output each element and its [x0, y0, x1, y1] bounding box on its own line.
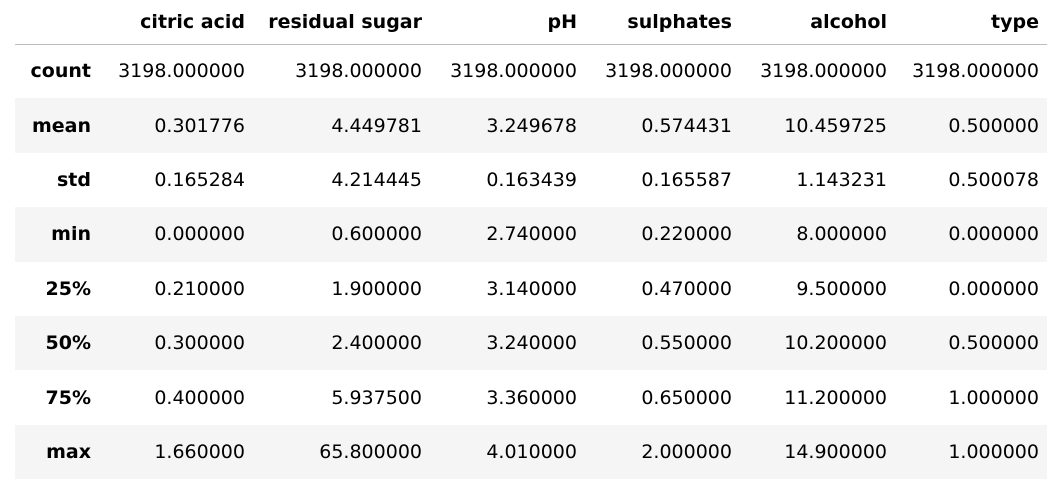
cell-citric-acid: 0.300000	[154, 332, 245, 355]
cell-type: 1.000000	[948, 386, 1039, 409]
cell-alcohol: 14.900000	[784, 440, 887, 463]
cell-citric-acid: 1.660000	[154, 440, 245, 463]
row-index-label: mean	[31, 114, 91, 137]
row-index-label: max	[46, 440, 91, 463]
cell-residual-sugar: 1.900000	[331, 277, 422, 300]
cell-ph: 2.740000	[486, 223, 577, 246]
cell-type: 0.500000	[948, 114, 1039, 137]
cell-residual-sugar: 4.449781	[331, 114, 422, 137]
row-index-label: count	[30, 60, 91, 83]
cell-ph: 3198.000000	[450, 60, 577, 83]
header-row: citric acid residual sugar pH sulphates …	[15, 0, 1047, 45]
cell-citric-acid: 0.000000	[154, 223, 245, 246]
cell-sulphates: 0.470000	[641, 277, 732, 300]
cell-residual-sugar: 2.400000	[331, 332, 422, 355]
column-header-residual-sugar: residual sugar	[253, 0, 430, 45]
cell-residual-sugar: 4.214445	[331, 168, 422, 191]
cell-citric-acid: 0.301776	[154, 114, 245, 137]
cell-alcohol: 3198.000000	[760, 60, 887, 83]
table-header: citric acid residual sugar pH sulphates …	[15, 0, 1047, 45]
cell-sulphates: 2.000000	[641, 440, 732, 463]
column-header-alcohol: alcohol	[740, 0, 895, 45]
cell-residual-sugar: 3198.000000	[295, 60, 422, 83]
cell-type: 0.500078	[948, 168, 1039, 191]
cell-ph: 3.140000	[486, 277, 577, 300]
cell-alcohol: 1.143231	[796, 168, 887, 191]
row-index-label: 50%	[45, 332, 91, 355]
column-header-citric-acid: citric acid	[105, 0, 253, 45]
dataframe-output: citric acid residual sugar pH sulphates …	[15, 0, 1047, 480]
row-index-label: std	[57, 168, 91, 191]
table-row: std 0.165284 4.214445 0.163439 0.165587 1.143…	[15, 152, 1047, 208]
cell-ph: 3.360000	[486, 386, 577, 409]
cell-sulphates: 0.574431	[641, 114, 732, 137]
table-row: min 0.000000 0.600000 2.740000 0.220000 8.000…	[15, 207, 1047, 262]
table-body: count 3198.000000 3198.000000 3198.000000 31…	[15, 44, 1047, 480]
cell-sulphates: 0.650000	[641, 386, 732, 409]
cell-ph: 3.240000	[486, 332, 577, 355]
table-row: mean 0.301776 4.449781 3.249678 0.574431 10.4…	[15, 98, 1047, 153]
cell-citric-acid: 0.400000	[154, 386, 245, 409]
table-row: count 3198.000000 3198.000000 3198.000000 31…	[15, 44, 1047, 99]
row-index-label: min	[51, 223, 91, 246]
cell-citric-acid: 3198.000000	[118, 60, 245, 83]
row-index-label: 75%	[45, 386, 91, 409]
column-header-sulphates: sulphates	[585, 0, 740, 45]
cell-residual-sugar: 0.600000	[331, 223, 422, 246]
cell-sulphates: 3198.000000	[605, 60, 732, 83]
cell-sulphates: 0.220000	[641, 223, 732, 246]
table-row: 75% 0.400000 5.937500 3.360000 0.650000 11.20…	[15, 370, 1047, 425]
cell-ph: 0.163439	[486, 168, 577, 191]
cell-type: 0.500000	[948, 332, 1039, 355]
describe-table: citric acid residual sugar pH sulphates …	[15, 0, 1047, 480]
cell-ph: 3.249678	[486, 114, 577, 137]
index-header	[15, 0, 105, 45]
cell-type: 0.000000	[948, 277, 1039, 300]
cell-alcohol: 10.459725	[784, 114, 887, 137]
cell-type: 0.000000	[948, 223, 1039, 246]
cell-type: 1.000000	[948, 440, 1039, 463]
cell-citric-acid: 0.165284	[154, 168, 245, 191]
table-row: 25% 0.210000 1.900000 3.140000 0.470000 9.500…	[15, 261, 1047, 316]
cell-alcohol: 11.200000	[784, 386, 887, 409]
column-header-ph: pH	[430, 0, 585, 45]
cell-residual-sugar: 65.800000	[319, 440, 422, 463]
cell-ph: 4.010000	[486, 440, 577, 463]
table-row: 50% 0.300000 2.400000 3.240000 0.550000 10.20…	[15, 315, 1047, 371]
cell-alcohol: 8.000000	[796, 223, 887, 246]
cell-alcohol: 9.500000	[796, 277, 887, 300]
cell-sulphates: 0.165587	[641, 168, 732, 191]
cell-alcohol: 10.200000	[784, 332, 887, 355]
cell-citric-acid: 0.210000	[154, 277, 245, 300]
cell-type: 3198.000000	[912, 60, 1039, 83]
cell-sulphates: 0.550000	[641, 332, 732, 355]
row-index-label: 25%	[45, 277, 91, 300]
cell-residual-sugar: 5.937500	[331, 386, 422, 409]
table-row: max 1.660000 65.800000 4.010000 2.000000 14.9…	[15, 424, 1047, 480]
column-header-type: type	[895, 0, 1047, 45]
